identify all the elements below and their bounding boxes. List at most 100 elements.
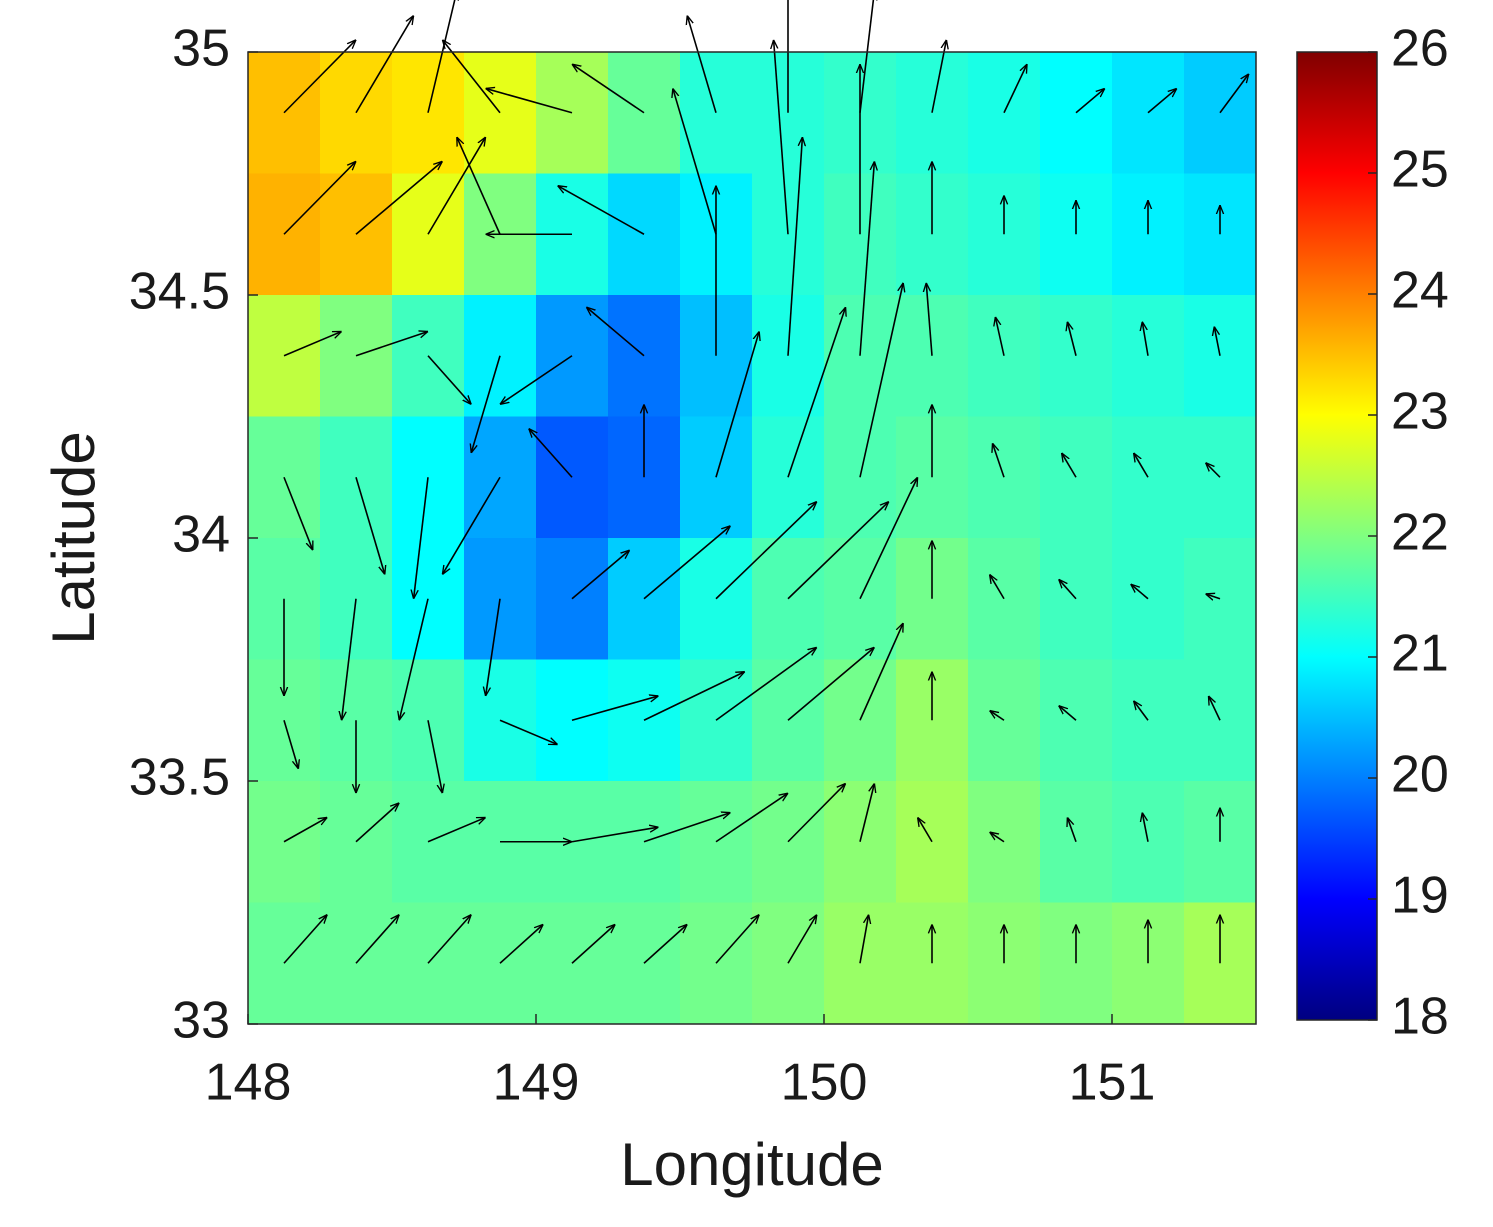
quiver-arrow [859,283,903,478]
quiver-arrow [1142,813,1149,842]
colorbar-tick-label: 25 [1391,141,1449,199]
quiver-arrow [355,915,399,964]
heatmap-cell [968,902,1041,1025]
quiver-arrow [355,16,414,114]
heatmap-cell [536,416,609,539]
heatmap-cell [1184,538,1257,660]
quiver-arrow [342,598,357,721]
heatmap-cell [968,659,1041,782]
heatmap-cell [1112,659,1185,782]
heatmap-cell [680,416,753,539]
heatmap-cell [968,173,1041,296]
quiver-arrow [355,803,399,843]
quiver-arrow [1059,706,1077,721]
heatmap-cell [392,52,465,174]
heatmap-cell [392,902,465,1025]
quiver-arrow [643,526,730,600]
heatmap-cell [1184,173,1257,296]
quiver-arrow [787,915,817,964]
quiver-arrow [715,331,759,478]
quiver-arrow [859,783,874,842]
colorbar-tick-label: 26 [1391,20,1449,78]
quiver-arrow [414,477,429,599]
heatmap-cell [1112,295,1185,417]
quiver-arrow [926,283,933,356]
quiver-arrow [643,813,730,843]
quiver-arrow [427,915,471,964]
quiver-arrow [1206,594,1221,599]
quiver-arrow [499,924,543,964]
heatmap-cell [896,295,969,417]
heatmap-cell [752,173,825,296]
quiver-arrow [355,161,442,235]
heatmap-cell [680,902,753,1025]
quiver-arrow [715,793,788,843]
quiver-arrow [1134,453,1149,478]
quiver-arrow [486,598,501,696]
quiver-arrow [571,696,658,722]
quiver-arrow [1214,327,1221,356]
heatmap-cell [1040,902,1113,1025]
heatmap-cell [752,295,825,417]
quiver-arrow [1131,584,1149,600]
quiver-arrow [1075,88,1105,114]
heatmap-cell [824,902,897,1025]
heatmap-cell [824,781,897,903]
heatmap-cell [536,295,609,417]
quiver-arrow [283,720,298,769]
y-tick-label: 34 [172,506,230,564]
quiver-arrow [283,915,327,964]
heatmap-cell [1040,416,1113,539]
quiver-arrow [486,88,573,114]
quiver-arrow [715,915,759,964]
quiver-arrow [643,924,687,964]
quiver-arrow [859,477,918,600]
heatmap-cell [1112,538,1185,660]
heatmap-cell [1040,781,1113,903]
heatmap-cell [1040,659,1113,782]
quiver-arrow [774,40,789,235]
quiver-arrow [427,355,471,405]
x-tick-label: 149 [493,1054,580,1112]
heatmap-cell [536,52,609,174]
quiver-arrow [1219,74,1249,114]
heatmap-cell [320,902,393,1025]
heatmap-cell [1184,781,1257,903]
quiver-arrow [283,817,327,843]
quiver-arrow [457,137,501,235]
quiver-arrow [673,88,717,235]
quiver-arrow [499,719,558,746]
quiver-arrow [990,574,1005,600]
heatmap-cell [968,538,1041,660]
heatmap-cell [896,52,969,174]
quiver-arrow [571,827,658,843]
heatmap-cell [824,416,897,539]
quiver-arrow [399,598,429,721]
x-tick-label: 148 [205,1054,292,1112]
colorbar-tick-label: 19 [1391,867,1449,925]
heatmap-cell [824,538,897,660]
quiver-arrow [1067,817,1077,843]
colorbar-tick-label: 18 [1391,988,1449,1046]
heatmap-cell [680,52,753,174]
quiver-arrow [355,331,428,357]
heatmap-cell [896,902,969,1025]
heatmap-cell [968,295,1041,417]
quiver-arrow [995,317,1005,356]
y-axis-label: Latitude [40,431,107,645]
heatmap-cell [1112,173,1185,296]
heatmap-cell [1112,416,1185,539]
quiver-arrow [427,816,486,843]
heatmap-cell [1184,52,1257,174]
colorbar-tick-label: 24 [1391,262,1449,320]
quiver-arrow [586,307,645,357]
heatmap-cell [968,52,1041,174]
quiver-arrow [283,161,356,235]
colorbar-tick-label: 20 [1391,746,1449,804]
heatmap-cell [1184,416,1257,539]
heatmap-cell [968,416,1041,539]
quiver-arrow [859,623,903,721]
colorbar-tick-label: 21 [1391,625,1449,683]
heatmap-cell [824,295,897,417]
quiver-arrow [1142,322,1149,356]
